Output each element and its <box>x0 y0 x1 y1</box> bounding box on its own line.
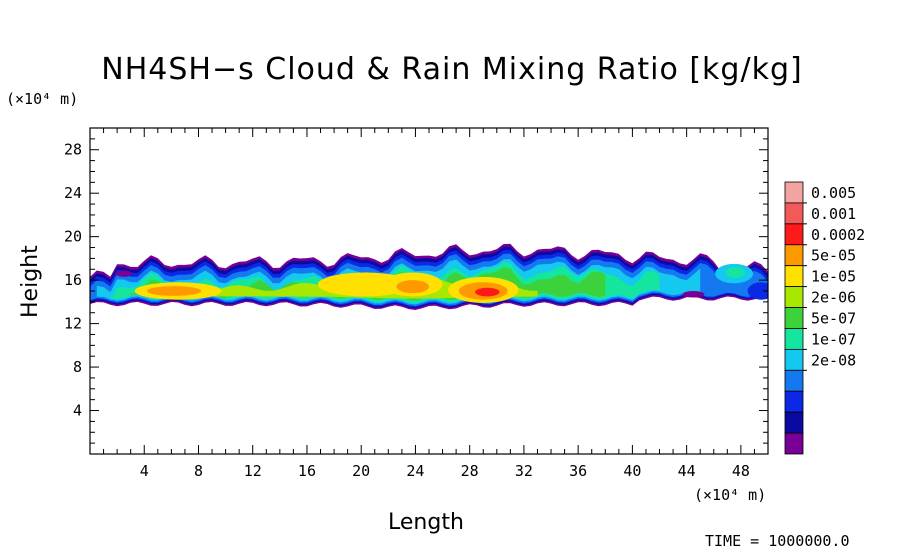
colorbar-swatch <box>784 223 804 246</box>
colorbar-label: 0.0002 <box>811 226 865 244</box>
colorbar-swatch <box>784 390 804 413</box>
x-tick-label: 40 <box>623 462 641 480</box>
x-axis-unit: (×10⁴ m) <box>694 486 767 504</box>
y-tick-label: 12 <box>64 315 82 333</box>
core-orange-6 <box>146 286 202 296</box>
x-tick-label: 36 <box>569 462 587 480</box>
x-tick-label: 44 <box>678 462 696 480</box>
cloud-wisp <box>115 270 133 277</box>
colorbar-label: 1e-07 <box>811 330 856 348</box>
core-red-29 <box>475 287 500 297</box>
colorbar-swatch <box>784 244 804 267</box>
colorbar-label: 1e-05 <box>811 268 856 286</box>
colorbar-swatch <box>784 265 804 288</box>
colorbar-swatch <box>784 286 804 308</box>
x-tick-label: 16 <box>298 462 316 480</box>
colorbar-label: 2e-06 <box>811 289 856 307</box>
colorbar-swatch <box>784 328 804 350</box>
colorbar-label: 2e-08 <box>811 351 856 369</box>
colorbar-label: 0.001 <box>811 205 856 223</box>
cloud-wisp <box>747 282 768 300</box>
y-tick-label: 24 <box>64 184 82 202</box>
colorbar-swatch <box>784 202 804 225</box>
colorbar-swatch <box>784 307 804 329</box>
colorbar-swatch <box>784 369 804 392</box>
x-tick-label: 4 <box>140 462 149 480</box>
colorbar-swatch <box>784 411 804 434</box>
colorbar-swatch <box>784 432 804 455</box>
y-axis-unit: (×10⁴ m) <box>6 90 79 108</box>
y-tick-label: 16 <box>64 271 82 289</box>
cloud-wisp <box>682 291 705 298</box>
y-tick-label: 20 <box>64 228 82 246</box>
y-tick-label: 28 <box>64 141 82 159</box>
chart-title: NH4SH−s Cloud & Rain Mixing Ratio [kg/kg… <box>101 52 803 87</box>
cloud-wisp <box>725 267 745 278</box>
x-tick-label: 48 <box>732 462 750 480</box>
colorbar-label: 5e-05 <box>811 247 856 265</box>
x-tick-label: 32 <box>515 462 533 480</box>
x-tick-label: 28 <box>461 462 479 480</box>
x-tick-label: 8 <box>194 462 203 480</box>
x-tick-label: 24 <box>406 462 424 480</box>
core-orange-24 <box>396 280 429 294</box>
colorbar-swatch <box>784 348 804 371</box>
colorbar-swatch <box>784 181 804 204</box>
y-tick-label: 8 <box>73 358 82 376</box>
x-tick-label: 20 <box>352 462 370 480</box>
y-tick-label: 4 <box>73 402 82 420</box>
colorbar-label: 5e-07 <box>811 310 856 328</box>
x-tick-label: 12 <box>244 462 262 480</box>
colorbar-label: 0.005 <box>811 184 856 202</box>
x-axis-label: Length <box>388 510 464 535</box>
